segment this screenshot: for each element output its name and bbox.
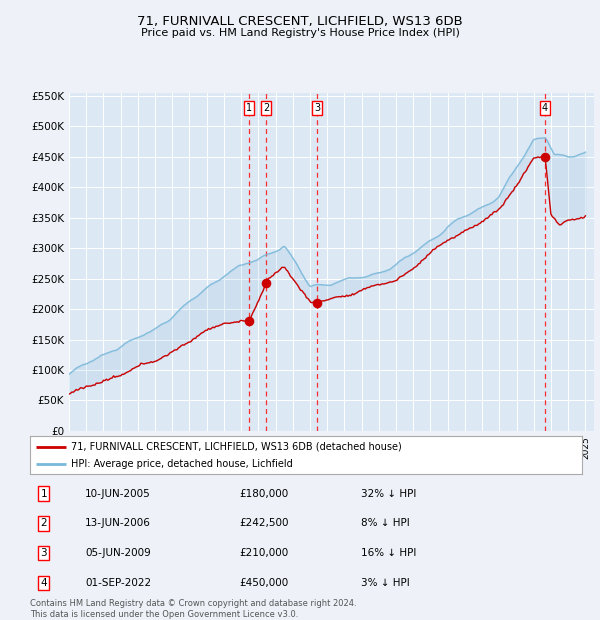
Point bbox=[541, 152, 550, 162]
Text: 8% ↓ HPI: 8% ↓ HPI bbox=[361, 518, 410, 528]
Point bbox=[261, 278, 271, 288]
Point bbox=[313, 298, 322, 308]
Text: 4: 4 bbox=[40, 578, 47, 588]
Text: 13-JUN-2006: 13-JUN-2006 bbox=[85, 518, 151, 528]
Text: £210,000: £210,000 bbox=[240, 548, 289, 558]
Text: 71, FURNIVALL CRESCENT, LICHFIELD, WS13 6DB (detached house): 71, FURNIVALL CRESCENT, LICHFIELD, WS13 … bbox=[71, 441, 402, 451]
Text: 1: 1 bbox=[245, 103, 252, 113]
Text: 16% ↓ HPI: 16% ↓ HPI bbox=[361, 548, 416, 558]
Text: 1: 1 bbox=[40, 489, 47, 498]
Text: 3: 3 bbox=[40, 548, 47, 558]
Text: Price paid vs. HM Land Registry's House Price Index (HPI): Price paid vs. HM Land Registry's House … bbox=[140, 28, 460, 38]
Text: £242,500: £242,500 bbox=[240, 518, 289, 528]
Point bbox=[244, 316, 254, 326]
Text: 4: 4 bbox=[542, 103, 548, 113]
Text: 2: 2 bbox=[40, 518, 47, 528]
Text: Contains HM Land Registry data © Crown copyright and database right 2024.
This d: Contains HM Land Registry data © Crown c… bbox=[30, 600, 356, 619]
Text: 05-JUN-2009: 05-JUN-2009 bbox=[85, 548, 151, 558]
Text: 2: 2 bbox=[263, 103, 269, 113]
Text: £180,000: £180,000 bbox=[240, 489, 289, 498]
Text: 10-JUN-2005: 10-JUN-2005 bbox=[85, 489, 151, 498]
Text: 01-SEP-2022: 01-SEP-2022 bbox=[85, 578, 151, 588]
Text: 3: 3 bbox=[314, 103, 320, 113]
Text: £450,000: £450,000 bbox=[240, 578, 289, 588]
Text: 32% ↓ HPI: 32% ↓ HPI bbox=[361, 489, 416, 498]
Text: 71, FURNIVALL CRESCENT, LICHFIELD, WS13 6DB: 71, FURNIVALL CRESCENT, LICHFIELD, WS13 … bbox=[137, 16, 463, 29]
Text: HPI: Average price, detached house, Lichfield: HPI: Average price, detached house, Lich… bbox=[71, 459, 293, 469]
Text: 3% ↓ HPI: 3% ↓ HPI bbox=[361, 578, 410, 588]
